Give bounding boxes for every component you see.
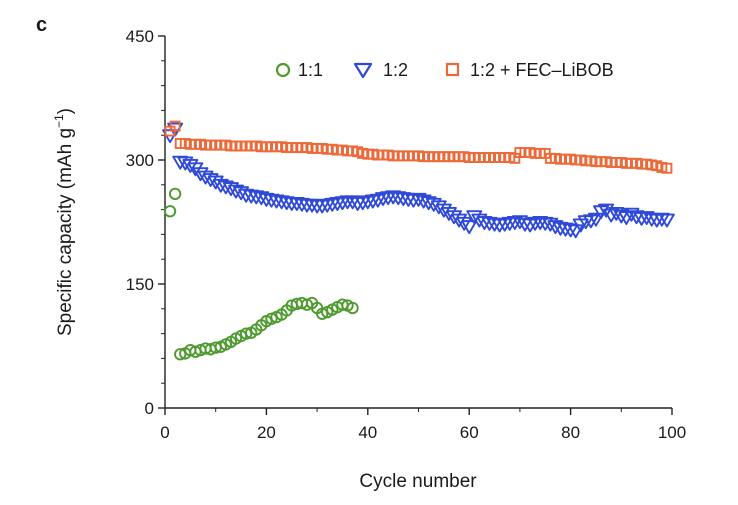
x-axis-label: Cycle number xyxy=(359,471,477,492)
point-s0-2 xyxy=(174,348,187,361)
x-tick-label-1: 20 xyxy=(257,423,276,442)
x-tick-label-5: 100 xyxy=(658,423,686,442)
point-s1-94 xyxy=(638,211,655,225)
point-s2-98 xyxy=(661,162,673,174)
legend-marker-1-1 xyxy=(275,62,291,78)
point-s1-1 xyxy=(167,122,184,137)
point-s0-36 xyxy=(346,301,359,315)
point-s1-36 xyxy=(344,195,361,210)
series-2 xyxy=(164,120,673,174)
point-s0-0 xyxy=(163,205,177,218)
point-s2-1 xyxy=(169,120,181,132)
y-axis-label-sup: −1 xyxy=(52,114,66,128)
legend-marker-1-2 xyxy=(353,62,373,79)
point-s0-1 xyxy=(168,187,182,201)
point-s1-10 xyxy=(212,178,229,193)
point-s1-49 xyxy=(410,192,427,207)
legend-marker-fec xyxy=(445,62,460,77)
point-s1-18 xyxy=(253,191,270,206)
point-s1-86 xyxy=(598,203,615,218)
point-s1-89 xyxy=(613,209,630,224)
y-axis-label-main: Specific capacity (mAh g xyxy=(55,128,76,336)
point-s1-5 xyxy=(187,162,204,177)
point-s1-61 xyxy=(471,213,488,228)
x-tick-label-4: 80 xyxy=(561,423,580,442)
point-s1-80 xyxy=(567,224,584,239)
x-tick-label-2: 40 xyxy=(358,423,377,442)
point-s1-59 xyxy=(461,220,478,235)
series-1 xyxy=(162,122,675,239)
legend-label-fec: 1:2 + FEC–LiBOB xyxy=(470,60,614,80)
legend: 1:1 1:2 1:2 + FEC–LiBOB xyxy=(275,60,614,80)
series-0 xyxy=(163,187,359,361)
point-s1-92 xyxy=(628,210,645,225)
y-tick-label-3: 450 xyxy=(126,27,154,46)
panel-label: c xyxy=(36,14,47,36)
legend-label-1-2: 1:2 xyxy=(383,60,408,80)
x-tick-label-0: 0 xyxy=(160,423,169,442)
point-s1-58 xyxy=(456,216,473,231)
point-s1-76 xyxy=(547,220,564,235)
point-s1-14 xyxy=(233,186,250,201)
point-s0-30 xyxy=(316,307,329,320)
series-layer xyxy=(162,120,675,361)
y-tick-label-1: 150 xyxy=(126,275,154,294)
y-axis-label: Specific capacity (mAh g−1) xyxy=(52,108,76,336)
y-axis-label-end: ) xyxy=(55,108,76,114)
y-ticks: 0 150 300 450 xyxy=(126,27,165,418)
x-axis: 0 20 40 60 80 100 xyxy=(160,407,686,442)
point-s1-84 xyxy=(588,212,604,227)
x-tick-label-3: 60 xyxy=(460,423,479,442)
y-tick-label-0: 0 xyxy=(145,399,154,418)
y-tick-label-2: 300 xyxy=(126,151,154,170)
y-axis: 0 150 300 450 xyxy=(126,27,166,418)
point-s1-98 xyxy=(658,213,675,228)
legend-label-1-1: 1:1 xyxy=(298,60,323,80)
point-s0-15 xyxy=(239,327,253,340)
x-ticks: 0 20 40 60 80 100 xyxy=(160,408,686,442)
point-s1-69 xyxy=(511,215,528,230)
point-s1-4 xyxy=(182,159,199,173)
point-s1-50 xyxy=(415,194,432,209)
point-s0-20 xyxy=(265,312,278,325)
